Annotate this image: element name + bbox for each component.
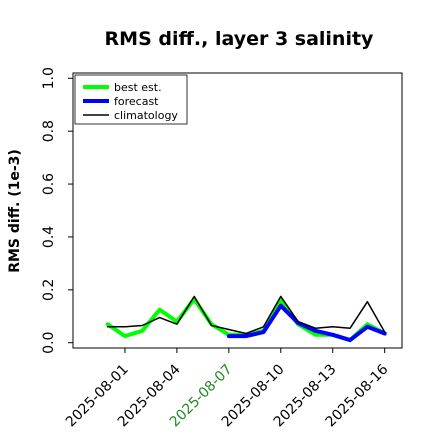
y-tick-label: 0.2 <box>41 279 57 301</box>
plot-lines <box>105 295 387 343</box>
legend-label: best est. <box>114 81 162 94</box>
plot-frame <box>72 72 403 349</box>
x-axis: 2025-08-012025-08-042025-08-072025-08-10… <box>63 348 392 430</box>
y-tick-label: 0.4 <box>41 226 57 248</box>
y-tick-label: 1.0 <box>41 67 57 89</box>
legend-label: forecast <box>114 95 159 108</box>
series-line-1 <box>226 303 387 343</box>
y-axis-label: RMS diff. (1e-3) <box>7 149 23 273</box>
y-tick-label: 0.0 <box>41 332 57 354</box>
y-tick-label: 0.6 <box>41 173 57 195</box>
y-axis: 0.0 0.2 0.4 0.6 0.8 1.0 <box>41 67 73 354</box>
chart-title: RMS diff., layer 3 salinity <box>105 28 375 50</box>
series-line-2 <box>106 295 386 335</box>
legend-label: climatology <box>114 109 178 122</box>
y-tick-label: 0.8 <box>41 120 57 142</box>
